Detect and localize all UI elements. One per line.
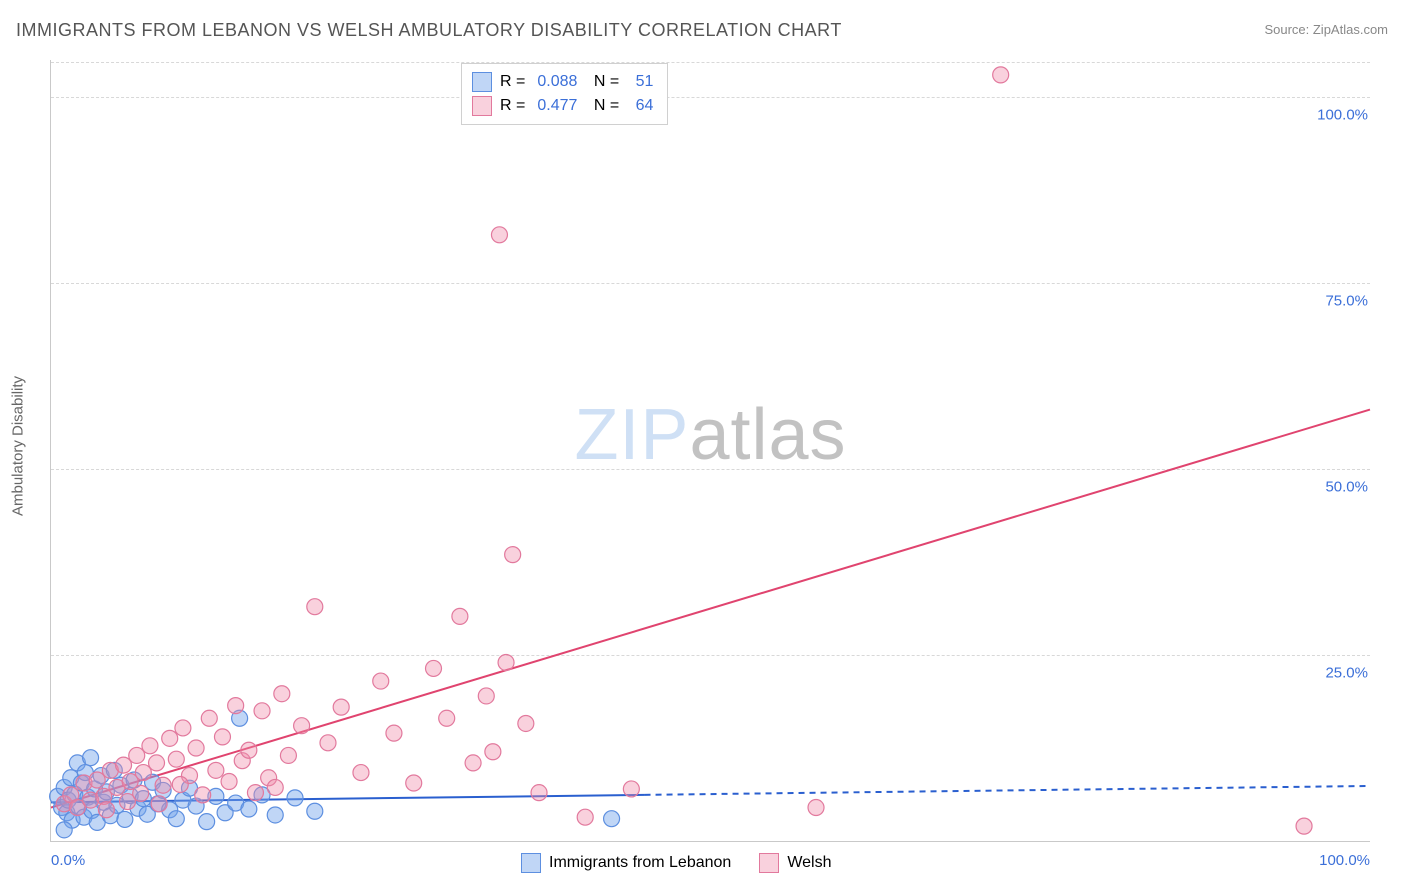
scatter-point-welsh bbox=[267, 779, 283, 795]
scatter-point-welsh bbox=[531, 785, 547, 801]
scatter-point-welsh bbox=[98, 802, 114, 818]
scatter-point-welsh bbox=[518, 715, 534, 731]
legend-swatch-lebanon bbox=[521, 853, 541, 873]
scatter-point-welsh bbox=[241, 742, 257, 758]
legend-item-label: Welsh bbox=[787, 854, 831, 872]
scatter-point-lebanon bbox=[307, 803, 323, 819]
source-label: Source: ZipAtlas.com bbox=[1264, 22, 1388, 37]
scatter-point-welsh bbox=[142, 738, 158, 754]
legend-stats-row-welsh: R = 0.477 N = 64 bbox=[472, 94, 657, 118]
scatter-point-welsh bbox=[307, 599, 323, 615]
scatter-point-welsh bbox=[133, 785, 149, 801]
scatter-point-welsh bbox=[373, 673, 389, 689]
scatter-point-welsh bbox=[1296, 818, 1312, 834]
legend-r-value: 0.088 bbox=[533, 70, 581, 94]
scatter-point-welsh bbox=[172, 776, 188, 792]
scatter-svg bbox=[51, 60, 1370, 841]
legend-n-label: N = bbox=[589, 94, 619, 118]
scatter-point-lebanon bbox=[241, 801, 257, 817]
legend-stats: R = 0.088 N = 51 R = 0.477 N = 64 bbox=[461, 63, 668, 125]
legend-item-label: Immigrants from Lebanon bbox=[549, 854, 731, 872]
scatter-point-lebanon bbox=[117, 811, 133, 827]
scatter-point-welsh bbox=[426, 660, 442, 676]
legend-item-welsh: Welsh bbox=[759, 853, 831, 873]
legend-r-label: R = bbox=[500, 94, 525, 118]
scatter-point-welsh bbox=[116, 757, 132, 773]
scatter-point-welsh bbox=[577, 809, 593, 825]
scatter-point-welsh bbox=[221, 773, 237, 789]
scatter-point-welsh bbox=[406, 775, 422, 791]
scatter-point-welsh bbox=[491, 227, 507, 243]
scatter-point-welsh bbox=[254, 703, 270, 719]
legend-swatch-welsh bbox=[472, 96, 492, 116]
scatter-point-welsh bbox=[168, 751, 184, 767]
scatter-point-welsh bbox=[333, 699, 349, 715]
scatter-point-welsh bbox=[89, 772, 105, 788]
scatter-point-welsh bbox=[353, 765, 369, 781]
chart-container: IMMIGRANTS FROM LEBANON VS WELSH AMBULAT… bbox=[0, 0, 1406, 892]
scatter-point-welsh bbox=[208, 762, 224, 778]
scatter-point-welsh bbox=[808, 800, 824, 816]
legend-n-label: N = bbox=[589, 70, 619, 94]
scatter-point-welsh bbox=[320, 735, 336, 751]
scatter-point-welsh bbox=[993, 67, 1009, 83]
scatter-point-welsh bbox=[485, 744, 501, 760]
scatter-point-welsh bbox=[452, 608, 468, 624]
legend-n-value: 51 bbox=[627, 70, 657, 94]
scatter-point-welsh bbox=[505, 547, 521, 563]
scatter-point-welsh bbox=[386, 725, 402, 741]
scatter-point-welsh bbox=[439, 710, 455, 726]
scatter-point-welsh bbox=[498, 654, 514, 670]
scatter-point-welsh bbox=[162, 730, 178, 746]
plot-area: ZIPatlas 25.0%50.0%75.0%100.0% R =0.088 … bbox=[50, 60, 1370, 842]
scatter-point-welsh bbox=[175, 720, 191, 736]
scatter-point-welsh bbox=[228, 698, 244, 714]
scatter-point-welsh bbox=[247, 785, 263, 801]
scatter-point-welsh bbox=[149, 755, 165, 771]
scatter-point-welsh bbox=[155, 777, 171, 793]
scatter-point-welsh bbox=[129, 747, 145, 763]
scatter-point-lebanon bbox=[267, 807, 283, 823]
scatter-point-lebanon bbox=[287, 790, 303, 806]
scatter-point-welsh bbox=[188, 740, 204, 756]
legend-stats-row-lebanon: R = 0.088 N = 51 bbox=[472, 70, 657, 94]
legend-swatch-welsh bbox=[759, 853, 779, 873]
scatter-point-lebanon bbox=[83, 750, 99, 766]
legend-n-value: 64 bbox=[627, 94, 657, 118]
x-tick-label: 100.0% bbox=[1319, 852, 1370, 869]
chart-title: IMMIGRANTS FROM LEBANON VS WELSH AMBULAT… bbox=[16, 20, 842, 41]
scatter-point-welsh bbox=[214, 729, 230, 745]
x-tick-label: 0.0% bbox=[51, 852, 85, 869]
scatter-point-lebanon bbox=[56, 822, 72, 838]
legend-swatch-lebanon bbox=[472, 72, 492, 92]
legend-r-label: R = bbox=[500, 70, 525, 94]
legend-r-value: 0.477 bbox=[533, 94, 581, 118]
scatter-point-lebanon bbox=[199, 814, 215, 830]
scatter-point-welsh bbox=[280, 747, 296, 763]
scatter-point-lebanon bbox=[168, 811, 184, 827]
legend-series: Immigrants from Lebanon Welsh bbox=[521, 853, 831, 873]
scatter-point-welsh bbox=[135, 765, 151, 781]
regression-line-lebanon-dashed bbox=[645, 786, 1370, 795]
scatter-point-welsh bbox=[274, 686, 290, 702]
legend-item-lebanon: Immigrants from Lebanon bbox=[521, 853, 731, 873]
y-axis-title: Ambulatory Disability bbox=[10, 376, 27, 516]
scatter-point-welsh bbox=[151, 796, 167, 812]
scatter-point-lebanon bbox=[604, 811, 620, 827]
scatter-point-welsh bbox=[478, 688, 494, 704]
scatter-point-welsh bbox=[465, 755, 481, 771]
scatter-point-welsh bbox=[201, 710, 217, 726]
scatter-point-welsh bbox=[623, 781, 639, 797]
scatter-point-welsh bbox=[294, 718, 310, 734]
scatter-point-welsh bbox=[195, 787, 211, 803]
